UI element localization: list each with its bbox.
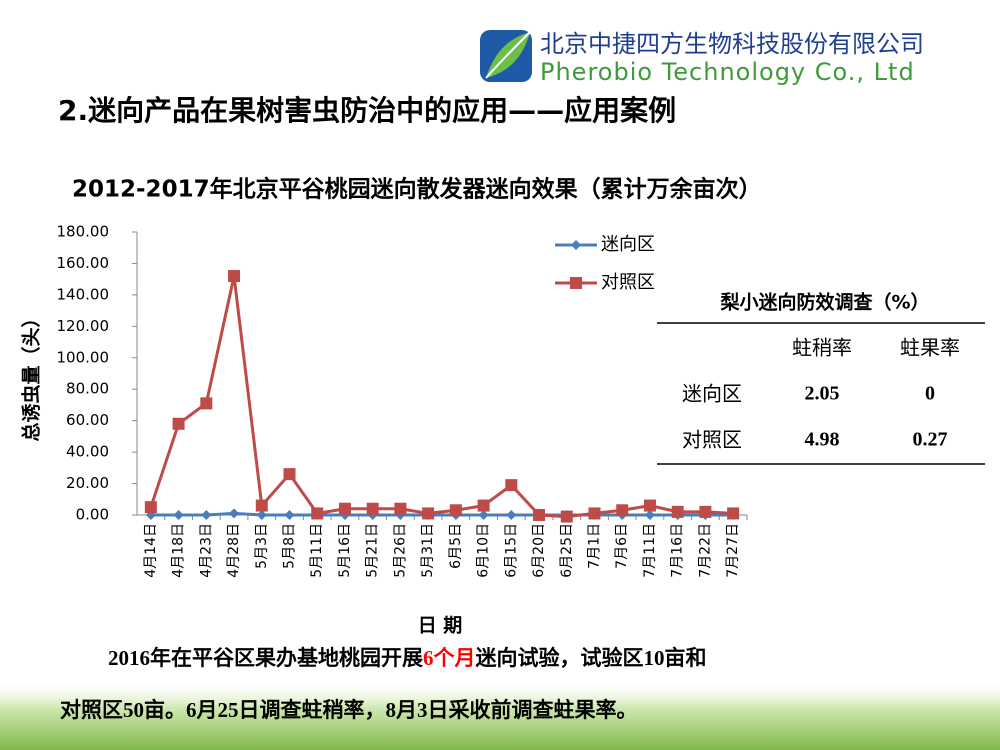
point: [505, 479, 518, 492]
x-tick-label: 5月21日: [365, 523, 381, 578]
chart-title: 2012-2017年北京平谷桃园迷向散发器迷向效果（累计万余亩次）: [72, 176, 762, 203]
legend-label: 迷向区: [601, 234, 655, 255]
x-tick-label: 7月6日: [614, 523, 630, 569]
point: [366, 502, 379, 515]
y-tick-label: 80.00: [66, 380, 109, 398]
y-tick-label: 60.00: [66, 411, 109, 429]
y-tick-label: 120.00: [57, 317, 110, 335]
company-en: Pherobio Technology Co., Ltd: [540, 58, 915, 86]
y-tick-label: 180.00: [57, 223, 110, 241]
point: [173, 510, 184, 520]
point: [228, 270, 241, 283]
point: [311, 507, 324, 520]
point: [283, 468, 296, 481]
table-title: 梨小迷向防效调查（%）: [719, 291, 929, 314]
logo: [480, 30, 532, 82]
footer-highlight: 6个月: [423, 646, 476, 670]
table-cell: 4.98: [805, 429, 840, 451]
x-tick-label: 5月26日: [392, 523, 408, 578]
point: [229, 508, 240, 519]
x-tick-label: 4月28日: [226, 523, 242, 578]
point: [338, 502, 351, 515]
y-tick-label: 100.00: [57, 348, 110, 366]
y-tick-label: 160.00: [57, 254, 110, 272]
x-tick-label: 7月22日: [697, 523, 713, 578]
point: [255, 499, 268, 512]
x-tick-label: 7月11日: [642, 523, 658, 578]
table-cell: 2.05: [805, 383, 840, 405]
x-tick-label: 7月1日: [587, 523, 603, 569]
slide-title: 2.迷向产品在果树害虫防治中的应用——应用案例: [58, 94, 676, 127]
legend-label: 对照区: [601, 272, 655, 293]
series-line: [150, 511, 734, 517]
legend-marker: [571, 240, 581, 250]
x-tick-label: 5月8日: [282, 523, 298, 569]
point: [644, 510, 655, 520]
table-cell: 0.27: [913, 429, 948, 451]
footer-segment: 2016年在平谷区果办基地桃园开展: [108, 646, 423, 670]
footer-text: 2016年在平谷区果办基地桃园开展6个月迷向试验，试验区10亩和: [108, 646, 707, 670]
point: [201, 510, 212, 520]
x-tick-label: 6月20日: [531, 523, 547, 578]
footer-text: 对照区50亩。6月25日调查蛀稍率，8月3日采收前调查蛀果率。: [60, 698, 638, 722]
point: [560, 510, 573, 523]
point: [533, 509, 546, 521]
point: [643, 499, 656, 512]
point: [256, 510, 267, 520]
point: [200, 397, 213, 410]
point: [699, 505, 712, 518]
point: [478, 510, 489, 520]
x-tick-label: 7月27日: [725, 523, 741, 578]
y-tick-label: 40.00: [66, 443, 109, 461]
point: [506, 510, 517, 520]
x-axis-label: 日 期: [418, 615, 463, 637]
table-header: 蛀稍率: [792, 336, 852, 360]
footer-segment: 迷向试验，试验区10亩和: [475, 646, 707, 670]
x-tick-label: 5月31日: [420, 523, 436, 578]
series-line: [149, 275, 734, 519]
legend-marker: [570, 277, 582, 289]
x-tick-label: 4月18日: [171, 523, 187, 578]
table-cell: 0: [925, 383, 935, 405]
point: [449, 504, 462, 517]
point: [422, 507, 435, 520]
table-header: 蛀果率: [900, 336, 960, 360]
point: [477, 499, 490, 512]
point: [394, 502, 407, 515]
x-tick-label: 6月25日: [559, 523, 575, 578]
company-cn: 北京中捷四方生物科技股份有限公司: [540, 30, 924, 58]
y-tick-label: 140.00: [57, 285, 110, 303]
y-tick-label: 20.00: [66, 474, 109, 492]
point: [616, 504, 629, 517]
point: [144, 501, 157, 514]
point: [588, 507, 601, 520]
x-tick-label: 4月14日: [143, 523, 159, 578]
x-tick-label: 5月11日: [309, 523, 325, 578]
point: [727, 507, 740, 520]
table-row-label: 对照区: [682, 428, 742, 452]
y-tick-label: 0.00: [76, 506, 109, 524]
x-tick-label: 4月23日: [198, 523, 214, 578]
x-tick-label: 5月3日: [254, 523, 270, 569]
x-tick-label: 6月5日: [448, 523, 464, 569]
x-tick-label: 7月16日: [670, 523, 686, 578]
x-tick-label: 5月16日: [337, 523, 353, 578]
table-row-label: 迷向区: [682, 382, 742, 406]
point: [671, 505, 684, 518]
point: [172, 417, 185, 430]
x-tick-label: 6月15日: [503, 523, 519, 578]
y-axis-label: 总诱虫量（头）: [20, 308, 43, 441]
grass-band: [0, 680, 1000, 750]
x-tick-label: 6月10日: [476, 523, 492, 578]
point: [284, 510, 295, 520]
